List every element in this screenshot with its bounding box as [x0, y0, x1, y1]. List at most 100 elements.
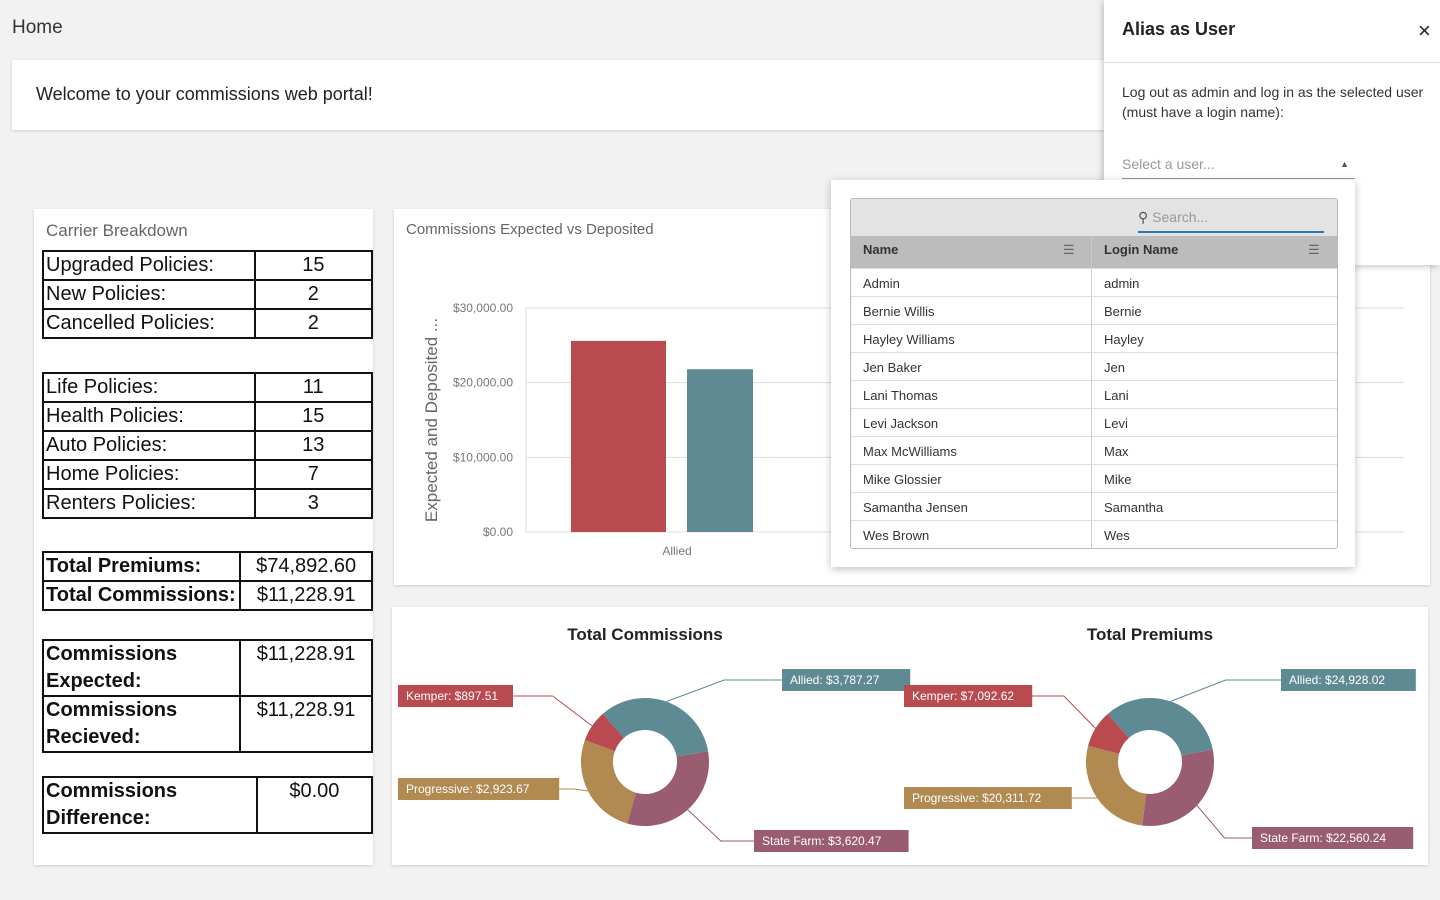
user-name: Lani Thomas: [863, 388, 938, 403]
row-label: Commissions Expected:: [41, 639, 242, 697]
column-divider: [1091, 236, 1092, 548]
user-row[interactable]: Levi Jackson Levi: [851, 408, 1337, 437]
user-name: Bernie Willis: [863, 304, 935, 319]
row-value: 15: [253, 250, 374, 281]
breakdown-table: Life Policies: 11 Health Policies: 15 Auto P…: [42, 372, 374, 519]
user-row[interactable]: Max McWilliams Max: [851, 436, 1337, 465]
row-value: 2: [253, 308, 374, 339]
table-row: Total Premiums: $74,892.60: [41, 551, 373, 582]
user-select[interactable]: Select a user... ▲: [1122, 156, 1355, 179]
y-tick-label: $20,000.00: [453, 376, 513, 390]
label-connector: [1196, 805, 1252, 839]
donut-slice: [602, 698, 709, 757]
user-dropdown: ⚲ Search... Name ☰ Login Name ☰ Admin adm…: [831, 180, 1355, 567]
row-label: Total Premiums:: [41, 551, 242, 582]
table-row: Commissions Difference: $0.00: [42, 776, 374, 834]
search-row: ⚲ Search...: [851, 199, 1337, 236]
row-value: $11,228.91: [239, 695, 373, 753]
row-label: Total Commissions:: [41, 580, 242, 611]
row-label: Upgraded Policies:: [42, 250, 256, 281]
login-name: Bernie: [1104, 304, 1142, 319]
user-row[interactable]: Jen Baker Jen: [851, 352, 1337, 381]
row-value: 7: [253, 459, 374, 490]
user-grid: ⚲ Search... Name ☰ Login Name ☰ Admin adm…: [850, 198, 1338, 549]
donut-title: Total Premiums: [1087, 625, 1213, 644]
donut-slice: [581, 740, 637, 824]
data-label: Progressive: $2,923.67: [406, 782, 530, 796]
select-placeholder: Select a user...: [1122, 156, 1215, 172]
alias-description: Log out as admin and log in as the selec…: [1122, 84, 1424, 120]
user-row[interactable]: Samantha Jensen Samantha: [851, 492, 1337, 521]
user-row[interactable]: Admin admin: [851, 268, 1337, 297]
data-label: Progressive: $20,311.72: [912, 791, 1042, 805]
label-box: [1281, 669, 1416, 691]
table-row: Home Policies: 7: [42, 459, 374, 490]
label-connector: [666, 679, 782, 703]
data-label: State Farm: $3,620.47: [762, 834, 882, 848]
label-box: [398, 685, 513, 707]
row-label: Commissions Recieved:: [41, 695, 242, 753]
label-box: [904, 787, 1072, 809]
data-label: Allied: $3,787.27: [790, 673, 880, 687]
user-name: Admin: [863, 276, 900, 291]
table-row: New Policies: 2: [42, 279, 374, 310]
row-value: 13: [253, 430, 374, 461]
bar: [571, 340, 666, 532]
donut-title: Total Commissions: [567, 625, 723, 644]
column-header[interactable]: Name: [863, 242, 899, 257]
donut-slice: [584, 713, 624, 752]
grid-header: Name ☰ Login Name ☰: [851, 236, 1337, 268]
user-row[interactable]: Hayley Williams Hayley: [851, 324, 1337, 353]
column-header[interactable]: Login Name: [1104, 242, 1179, 257]
row-value: 15: [253, 401, 374, 432]
close-button[interactable]: ×: [1418, 18, 1431, 43]
login-name: Lani: [1104, 388, 1129, 403]
row-label: Health Policies:: [42, 401, 256, 432]
donut-panel: Total Commissions Allied: $3,787.27 State …: [392, 607, 1428, 865]
table-row: Cancelled Policies: 2: [42, 308, 374, 339]
data-label: State Farm: $22,560.24: [1260, 831, 1386, 845]
welcome-card: Welcome to your commissions web portal!: [12, 60, 1105, 130]
donut-slice: [1088, 713, 1129, 754]
user-row[interactable]: Lani Thomas Lani: [851, 380, 1337, 409]
page-title: Home: [12, 17, 63, 38]
label-box: [1252, 827, 1414, 849]
row-value: $0.00: [255, 776, 374, 834]
row-label: New Policies:: [42, 279, 256, 310]
login-name: Jen: [1104, 360, 1125, 375]
row-label: Commissions Difference:: [42, 776, 258, 834]
user-row[interactable]: Bernie Willis Bernie: [851, 296, 1337, 325]
user-name: Samantha Jensen: [863, 500, 968, 515]
table-row: Commissions Recieved: $11,228.91: [41, 695, 373, 753]
filter-icon[interactable]: ☰: [1063, 242, 1075, 257]
y-tick-label: $30,000.00: [453, 301, 513, 315]
search-input[interactable]: ⚲ Search...: [1138, 209, 1324, 233]
table-row: Auto Policies: 13: [42, 430, 374, 461]
label-box: [782, 669, 911, 691]
login-name: admin: [1104, 276, 1140, 291]
row-value: 2: [253, 279, 374, 310]
donut-slice: [1086, 745, 1147, 826]
breakdown-table: Commissions Expected: $11,228.91 Commissio…: [41, 639, 373, 753]
user-row[interactable]: Wes Brown Wes: [851, 520, 1337, 548]
row-value: 11: [253, 372, 374, 403]
alias-title: Alias as User: [1122, 19, 1236, 39]
login-name: Hayley: [1104, 332, 1144, 347]
breakdown-table: Commissions Difference: $0.00: [42, 776, 374, 834]
user-row[interactable]: Mike Glossier Mike: [851, 464, 1337, 493]
login-name: Wes: [1104, 528, 1130, 543]
label-connector: [513, 695, 593, 727]
user-name: Max McWilliams: [863, 444, 957, 459]
login-name: Mike: [1104, 472, 1132, 487]
donut-slice: [1142, 749, 1214, 826]
carrier-breakdown: Carrier Breakdown Upgraded Policies: 15 Ne…: [34, 209, 374, 865]
row-label: Life Policies:: [42, 372, 256, 403]
label-box: [398, 778, 560, 800]
table-row: Health Policies: 15: [42, 401, 374, 432]
user-name: Mike Glossier: [863, 472, 942, 487]
filter-icon[interactable]: ☰: [1308, 242, 1320, 257]
donut-slice: [1107, 698, 1213, 756]
table-row: Renters Policies: 3: [42, 488, 374, 519]
breakdown-table: Upgraded Policies: 15 New Policies: 2 Cancel…: [42, 250, 374, 339]
